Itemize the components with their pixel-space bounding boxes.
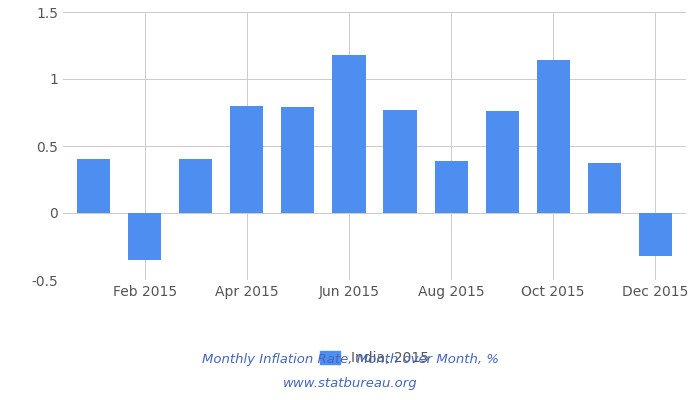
Bar	[128, 213, 161, 260]
Bar	[230, 106, 263, 213]
Legend: India, 2015: India, 2015	[314, 346, 435, 371]
Bar	[281, 107, 314, 213]
Text: Monthly Inflation Rate, Month over Month, %: Monthly Inflation Rate, Month over Month…	[202, 354, 498, 366]
Text: www.statbureau.org: www.statbureau.org	[283, 378, 417, 390]
Bar	[77, 159, 110, 213]
Bar	[384, 110, 416, 213]
Bar	[435, 161, 468, 213]
Bar	[537, 60, 570, 213]
Bar	[639, 213, 672, 256]
Bar	[179, 159, 212, 213]
Bar	[588, 164, 621, 213]
Bar	[332, 55, 365, 213]
Bar	[486, 111, 519, 213]
